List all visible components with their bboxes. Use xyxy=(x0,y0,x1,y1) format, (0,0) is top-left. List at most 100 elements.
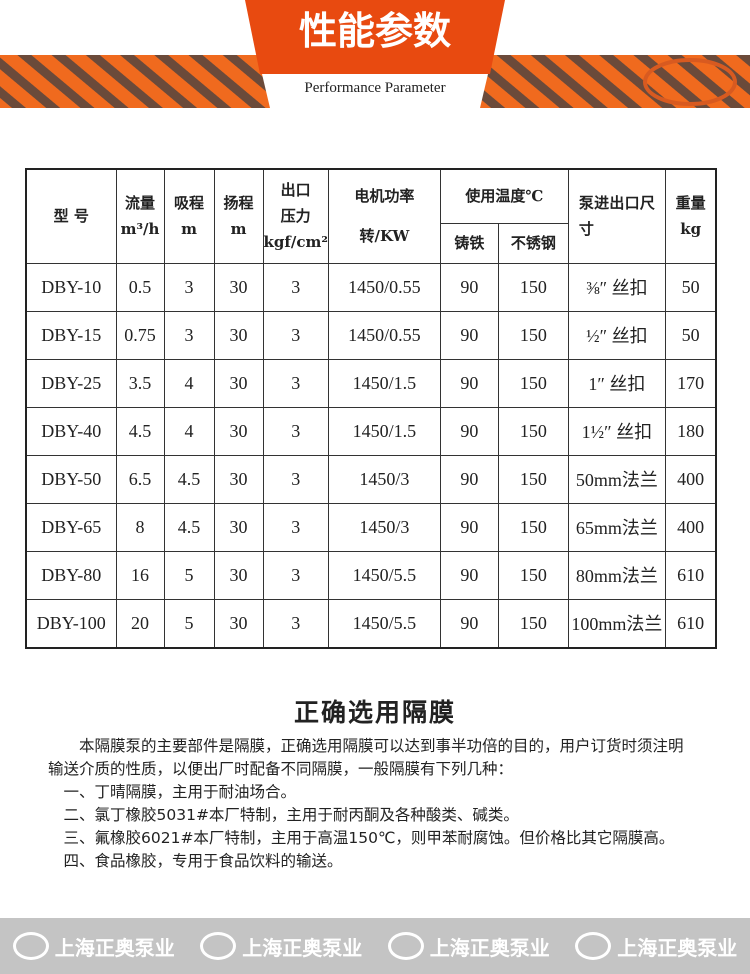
table-cell: 150 xyxy=(497,550,569,600)
section-title: 正确选用隔膜 xyxy=(293,698,456,727)
table-cell: 100mm法兰 xyxy=(567,598,666,648)
table-cell: 0.5 xyxy=(115,262,165,312)
table-cell: 180 xyxy=(664,406,717,456)
watermark: 上海正奥泵业 xyxy=(200,932,362,961)
table-row: DBY-40 4.5 4 30 3 1450/1.5 90 150 1½″ 丝扣 180 xyxy=(25,406,717,456)
header-text: 出口压力 xyxy=(280,181,311,226)
title-plate xyxy=(245,0,505,74)
list-item: 三、氟橡胶6021#本厂特制，主用于高温150℃，则甲苯耐腐蚀。但价格比其它隔膜… xyxy=(63,829,675,847)
header-unit: m xyxy=(230,220,247,239)
table-cell: 1450/0.55 xyxy=(327,262,441,312)
watermark-text: 上海正奥泵业 xyxy=(429,935,550,960)
watermark-logo xyxy=(12,932,49,960)
table-cell: 30 xyxy=(213,454,264,504)
table-cell: 1450/3 xyxy=(327,454,441,504)
section-body: 本隔膜泵的主要部件是隔膜，正确选用隔膜可以达到事半功倍的目的，用户订货时须注明输… xyxy=(48,735,696,873)
table-cell: 30 xyxy=(213,550,264,600)
table-cell: 3 xyxy=(163,310,215,360)
table-cell: 30 xyxy=(213,406,264,456)
table-row: DBY-10 0.5 3 30 3 1450/0.55 90 150 ⅜″ 丝扣 50 xyxy=(25,262,717,312)
watermark-text: 上海正奥泵业 xyxy=(54,935,175,960)
table-cell: DBY-50 xyxy=(25,454,117,504)
header-unit: m³/h xyxy=(120,220,160,239)
table-cell: 1450/3 xyxy=(327,502,441,552)
table-cell: 150 xyxy=(497,262,569,312)
table-cell: 3 xyxy=(262,454,329,504)
table-cell: 3 xyxy=(262,310,329,360)
table-cell: ½″ 丝扣 xyxy=(567,310,666,360)
header-cell: 电机功率 转/KW xyxy=(327,168,441,264)
table-cell: 90 xyxy=(439,358,499,408)
table-row: DBY-65 8 4.5 30 3 1450/3 90 150 65mm法兰 400 xyxy=(25,502,717,552)
table-cell: DBY-15 xyxy=(25,310,117,360)
table-cell: 30 xyxy=(213,262,264,312)
banner: 性能参数 Performance Parameter xyxy=(0,0,750,108)
table-cell: 1450/5.5 xyxy=(327,598,441,648)
table-cell: 1450/1.5 xyxy=(327,406,441,456)
header-text: 扬程 xyxy=(223,194,254,213)
header-cell: 铸铁 xyxy=(439,222,499,264)
table-cell: 3 xyxy=(262,262,329,312)
header-cell: 吸程 m xyxy=(163,168,215,264)
table-cell: 80mm法兰 xyxy=(567,550,666,600)
watermark-logo xyxy=(387,932,424,960)
header-text: 电机功率 xyxy=(354,187,415,206)
table-cell: 3 xyxy=(262,598,329,648)
table-cell: 4.5 xyxy=(115,406,165,456)
title: 性能参数 xyxy=(299,9,451,53)
table-cell: 150 xyxy=(497,406,569,456)
table-cell: 610 xyxy=(664,598,717,648)
watermark: 上海正奥泵业 xyxy=(12,932,175,961)
list-item: 一、丁晴隔膜，主用于耐油场合。 xyxy=(63,783,297,801)
table-cell: 1450/1.5 xyxy=(327,358,441,408)
table-cell: 1″ 丝扣 xyxy=(567,358,666,408)
table-cell: 3 xyxy=(163,262,215,312)
table-cell: 150 xyxy=(497,310,569,360)
header-text: 重量 xyxy=(675,194,706,213)
table-cell: 1½″ 丝扣 xyxy=(567,406,666,456)
table-cell: 90 xyxy=(439,550,499,600)
table-cell: 4 xyxy=(163,358,215,408)
paragraph: 本隔膜泵的主要部件是隔膜，正确选用隔膜可以达到事半功倍的目的，用户订货时须注明输… xyxy=(48,737,684,778)
header-text: 流量 xyxy=(124,194,155,213)
spec-table: 型 号 流量 m³/h 吸程 m 扬程 m 出口压力 kgf/cm² 电机功率 转/KW … xyxy=(25,168,718,649)
header-cell: 使用温度℃ xyxy=(439,168,569,224)
table-cell: 4 xyxy=(163,406,215,456)
table-cell: DBY-40 xyxy=(25,406,117,456)
table-cell: 150 xyxy=(497,598,569,648)
watermark-text: 上海正奥泵业 xyxy=(617,935,738,960)
table-cell: 20 xyxy=(115,598,165,648)
table-cell: 30 xyxy=(213,598,264,648)
watermark: 上海正奥泵业 xyxy=(387,932,550,961)
table-cell: 5 xyxy=(163,550,215,600)
watermark-text: 上海正奥泵业 xyxy=(242,935,363,960)
header-cell: 型 号 xyxy=(25,168,117,264)
table-cell: 0.75 xyxy=(115,310,165,360)
table-cell: 3 xyxy=(262,358,329,408)
table-cell: 6.5 xyxy=(115,454,165,504)
table-row: DBY-100 20 5 30 3 1450/5.5 90 150 100mm法兰 610 xyxy=(25,598,717,648)
table-cell: 90 xyxy=(439,454,499,504)
table-cell: 8 xyxy=(115,502,165,552)
table-cell: 50mm法兰 xyxy=(567,454,666,504)
footer: 上海正奥泵业 上海正奥泵业 上海正奥泵业 上海正奥泵业 xyxy=(0,918,750,974)
list-item: 四、食品橡胶，专用于食品饮料的输送。 xyxy=(63,852,343,870)
table-body: DBY-10 0.5 3 30 3 1450/0.55 90 150 ⅜″ 丝扣 50 DBY-15… xyxy=(25,262,717,648)
table-cell: 90 xyxy=(439,502,499,552)
header-cell: 不锈钢 xyxy=(497,222,569,264)
table-cell: 90 xyxy=(439,310,499,360)
header-cell: 出口压力 kgf/cm² xyxy=(262,168,329,264)
table-cell: 1450/5.5 xyxy=(327,550,441,600)
table-cell: 90 xyxy=(439,262,499,312)
item-list: 一、丁晴隔膜，主用于耐油场合。二、氯丁橡胶5031#本厂特制，主用于耐丙酮及各种… xyxy=(48,781,696,873)
header-unit: kgf/cm² xyxy=(263,233,328,252)
table-cell: 30 xyxy=(213,310,264,360)
table-cell: DBY-80 xyxy=(25,550,117,600)
subtitle-plate xyxy=(262,74,488,108)
table-cell: 90 xyxy=(439,598,499,648)
table-cell: 30 xyxy=(213,358,264,408)
list-item: 二、氯丁橡胶5031#本厂特制，主用于耐丙酮及各种酸类、碱类。 xyxy=(63,806,519,824)
table-cell: 30 xyxy=(213,502,264,552)
table-cell: 50 xyxy=(664,310,717,360)
header-text: 泵进出口尺 寸 xyxy=(578,194,655,239)
